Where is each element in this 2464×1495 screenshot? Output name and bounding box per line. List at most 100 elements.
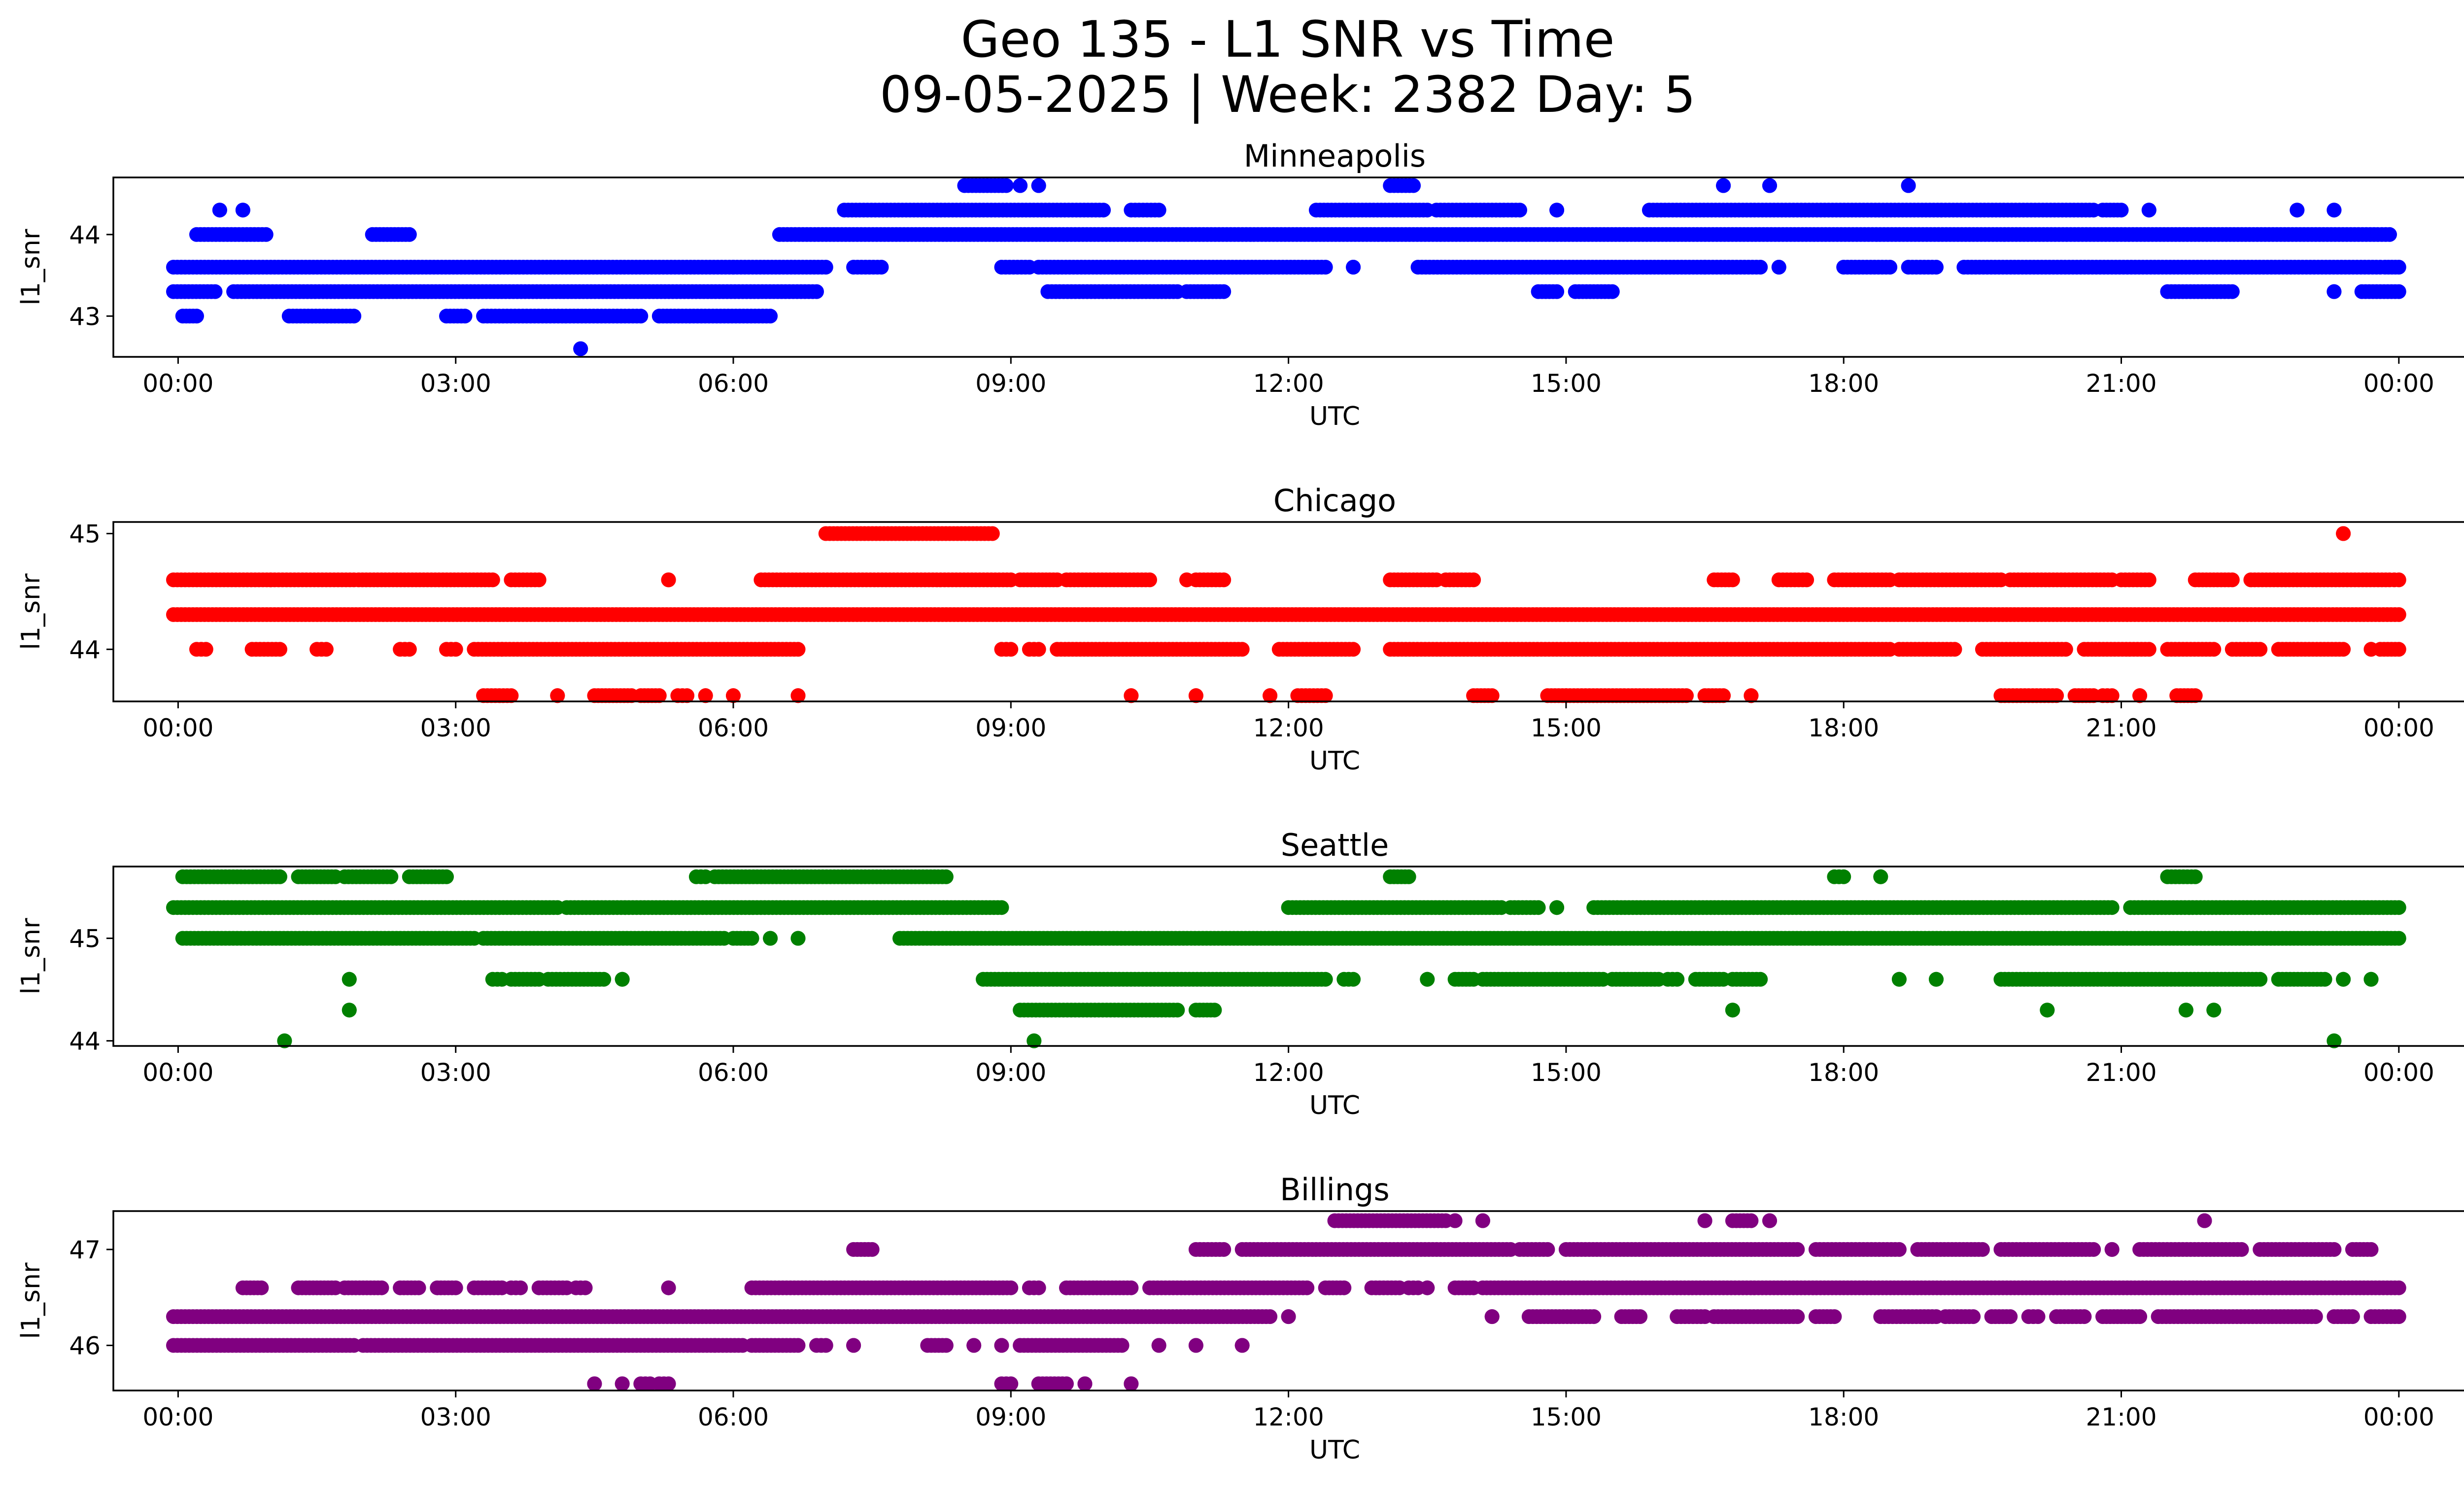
x-axis-label: UTC	[1309, 402, 1360, 431]
data-point	[2040, 1003, 2055, 1018]
data-point	[2104, 1242, 2120, 1257]
y-tick-label: 44	[69, 1027, 101, 1056]
data-point	[1901, 178, 1916, 193]
figure-title-line1: Geo 135 - L1 SNR vs Time	[960, 10, 1615, 69]
data-point	[2391, 931, 2406, 946]
data-point	[1234, 642, 1250, 657]
data-point	[1725, 572, 1740, 588]
data-point	[2206, 642, 2222, 657]
data-point	[1753, 972, 1768, 987]
data-point	[615, 972, 630, 987]
data-point	[1771, 260, 1786, 275]
data-point	[1031, 178, 1046, 193]
data-point	[2391, 572, 2406, 588]
data-point	[346, 309, 362, 324]
data-point	[1447, 1213, 1463, 1228]
data-point	[818, 260, 833, 275]
data-point	[1346, 260, 1361, 275]
data-point	[1725, 1003, 1740, 1018]
data-point	[439, 869, 454, 884]
data-point	[2058, 642, 2073, 657]
data-point	[207, 284, 223, 299]
data-point	[2391, 260, 2406, 275]
data-point	[763, 931, 778, 946]
data-point	[744, 931, 759, 946]
data-point	[1466, 572, 1481, 588]
x-tick-label: 06:00	[698, 369, 769, 398]
data-point	[1549, 203, 1565, 218]
data-point	[1003, 642, 1019, 657]
data-point	[661, 572, 676, 588]
data-point	[1531, 900, 1546, 915]
x-tick-label: 15:00	[1531, 369, 1602, 398]
data-point	[402, 227, 417, 242]
scatter-series	[166, 526, 2406, 703]
data-point	[1013, 178, 1028, 193]
data-point	[2197, 1213, 2212, 1228]
data-point	[596, 972, 612, 987]
figure-title-line2: 09-05-2025 | Week: 2382 Day: 5	[880, 66, 1696, 124]
data-point	[2290, 203, 2305, 218]
data-point	[790, 642, 806, 657]
x-tick-label: 15:00	[1531, 1058, 1602, 1087]
subplot-title: Chicago	[1273, 483, 1396, 519]
x-tick-label: 03:00	[420, 714, 491, 742]
x-tick-label: 00:00	[2363, 369, 2434, 398]
x-tick-label: 03:00	[420, 1058, 491, 1087]
data-point	[1799, 572, 1814, 588]
data-point	[1929, 260, 1944, 275]
y-axis-label: l1_snr	[16, 573, 46, 650]
data-point	[1891, 1242, 1907, 1257]
data-point	[1420, 972, 1435, 987]
data-point	[790, 931, 806, 946]
data-point	[1216, 1242, 1232, 1257]
data-point	[874, 260, 889, 275]
data-point	[1753, 260, 1768, 275]
data-point	[1142, 572, 1157, 588]
x-tick-label: 21:00	[2086, 1058, 2156, 1087]
data-point	[2391, 284, 2406, 299]
data-point	[1346, 642, 1361, 657]
data-point	[258, 227, 274, 242]
data-point	[342, 972, 357, 987]
data-point	[1170, 1003, 1185, 1018]
x-tick-label: 00:00	[2363, 1058, 2434, 1087]
x-tick-label: 00:00	[142, 369, 213, 398]
scatter-series	[166, 869, 2406, 1048]
data-point	[809, 284, 824, 299]
data-point	[1697, 1213, 1712, 1228]
data-point	[994, 900, 1009, 915]
data-point	[998, 178, 1014, 193]
x-tick-label: 06:00	[698, 714, 769, 742]
data-point	[1762, 178, 1777, 193]
x-tick-label: 00:00	[142, 714, 213, 742]
data-point	[1512, 203, 1527, 218]
data-point	[1549, 284, 1565, 299]
x-tick-label: 00:00	[2363, 714, 2434, 742]
data-point	[383, 869, 399, 884]
data-point	[2224, 284, 2240, 299]
x-tick-label: 03:00	[420, 369, 491, 398]
data-point	[1882, 260, 1898, 275]
data-point	[633, 309, 649, 324]
y-tick-label: 44	[69, 635, 101, 664]
data-point	[573, 341, 588, 356]
data-point	[2336, 526, 2351, 541]
data-point	[273, 642, 287, 657]
data-point	[485, 572, 500, 588]
data-point	[189, 309, 204, 324]
y-tick-label: 43	[69, 302, 101, 331]
x-tick-label: 18:00	[1808, 1058, 1879, 1087]
data-point	[763, 309, 778, 324]
data-point	[2253, 642, 2268, 657]
data-point	[1216, 572, 1232, 588]
x-tick-label: 09:00	[975, 714, 1046, 742]
data-point	[1031, 642, 1046, 657]
data-point	[2391, 900, 2406, 915]
scatter-series	[166, 178, 2406, 356]
data-point	[318, 642, 334, 657]
data-point	[1475, 1213, 1490, 1228]
